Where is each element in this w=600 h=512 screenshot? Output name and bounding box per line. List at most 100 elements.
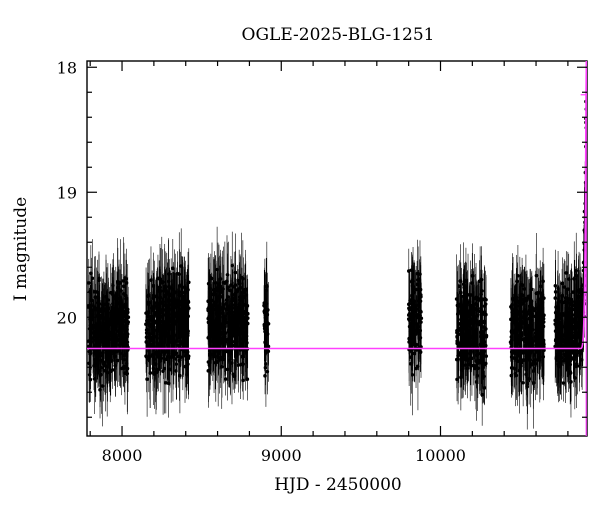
data-point [578,336,582,341]
data-point [216,296,221,300]
data-point [186,314,190,318]
data-point [409,279,414,284]
data-point [263,308,267,312]
data-point [87,361,91,366]
y-tick-label: 19 [57,183,77,202]
data-point [534,328,539,332]
data-point [534,291,538,296]
x-tick-label: 10000 [415,446,466,465]
data-point [209,339,214,343]
data-point [161,332,166,336]
data-point [165,323,169,328]
data-point [520,292,524,297]
data-point [459,317,463,322]
data-point [562,285,567,289]
data-point [467,319,472,323]
data-point [569,298,574,303]
season-5 [406,239,424,416]
data-point [473,366,477,371]
data-point [108,369,113,374]
data-point [411,287,415,291]
data-point [572,326,576,331]
data-point [564,271,569,275]
data-point [226,304,231,309]
data-point [150,352,155,357]
data-point [553,338,558,343]
data-point [553,344,557,349]
data-point [146,320,150,324]
data-point [519,324,523,329]
data-point [408,361,413,366]
data-point [89,317,94,322]
data-point [227,318,232,322]
data-point [535,350,540,354]
data-point [206,360,211,364]
data-point [91,308,95,312]
data-point [232,339,237,344]
data-point [470,356,474,361]
data-point [560,294,565,298]
data-point [87,281,91,285]
data-point [560,325,564,329]
data-point [161,369,165,374]
data-point [186,280,191,285]
model-curve [87,61,587,350]
data-point [411,302,416,307]
data-point [171,354,175,358]
data-point [409,318,414,322]
data-point [213,287,218,292]
data-point [101,317,105,322]
data-point [529,287,534,292]
data-point [160,280,165,284]
data-point [116,285,120,290]
data-point [181,336,186,340]
data-point [243,332,247,337]
data-point [122,326,127,330]
data-point [150,306,154,310]
data-point [162,328,167,332]
data-point [573,376,577,380]
x-tick-label: 9000 [261,446,302,465]
season-4 [262,241,271,407]
y-tick-label: 20 [57,308,77,327]
data-point [458,279,463,283]
data-point [517,337,522,341]
x-axis-label: HJD - 2450000 [274,475,402,495]
data-point [157,321,162,326]
data-point [462,322,467,327]
data-point [117,332,122,337]
data-point [479,328,483,333]
data-point [579,290,584,295]
data-point [241,362,245,366]
data-point [483,302,488,306]
data-point [482,296,487,301]
data-point [456,353,461,357]
data-point [565,331,570,336]
data-point [576,295,581,300]
data-point [407,336,412,341]
data-point [541,316,546,321]
data-point [509,335,514,339]
data-point [416,312,420,317]
data-point [177,293,182,298]
data-point [164,303,168,308]
data-point [221,326,225,331]
plot-frame [86,60,588,437]
data-point [481,374,486,379]
data-point [214,324,219,328]
data-point [528,343,533,347]
data-point [124,281,129,285]
data-point [574,362,579,366]
data-point [266,344,271,349]
axis-ticks-layer: 8000 9000 10000 18 19 20 [57,58,587,465]
data-point [164,380,168,385]
data-point [459,325,464,330]
data-point [482,310,487,314]
data-point [528,332,533,337]
data-point [119,366,124,371]
data-point [567,316,572,320]
data-point [172,342,176,347]
data-point [468,322,473,326]
data-point [535,323,540,328]
data-point [476,360,480,365]
